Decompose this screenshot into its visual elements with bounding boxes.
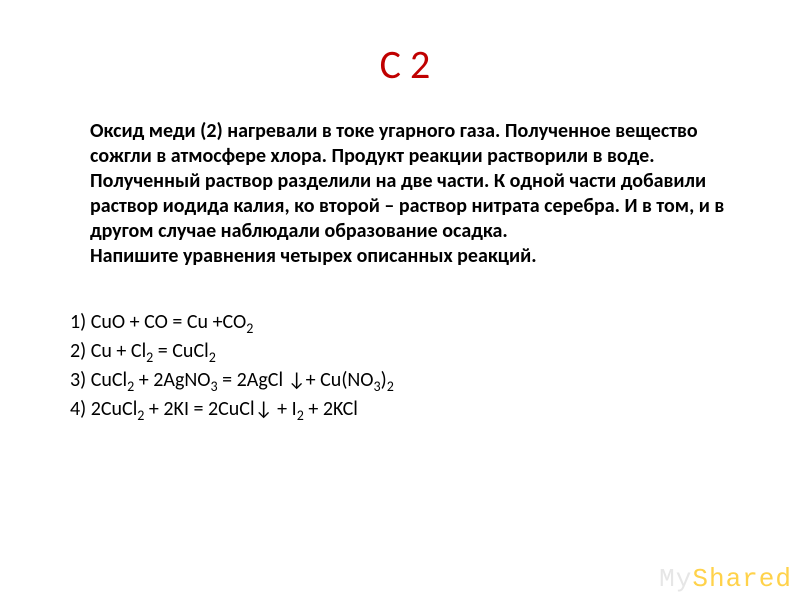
eq2-s2: 2 [209,349,216,366]
eq4-c: + 2KCl [304,397,358,421]
slide-title: С 2 [70,40,740,89]
eq1-text: 1) CuO + CO = Cu +CO [70,310,246,334]
equation-3: 3) CuCl2 + 2AgNO3 = 2AgCl ↓+ Cu(NO3)2 [70,367,740,394]
eq4-s2: 2 [297,407,304,424]
eq3-c: = 2AgCl ↓+ Cu(NO [218,368,374,392]
paragraph-main: Оксид меди (2) нагревали в токе угарного… [90,119,724,243]
problem-statement: Оксид меди (2) нагревали в токе угарного… [70,119,740,269]
eq4-b: + 2KI = 2CuCl↓ + I [144,397,296,421]
eq2-b: = CuCl [153,339,208,363]
eq2-a: 2) Cu + Cl [70,339,146,363]
equation-4: 4) 2CuCl2 + 2KI = 2CuCl↓ + I2 + 2KCl [70,396,740,423]
equation-2: 2) Cu + Cl2 = CuCl2 [70,338,740,365]
watermark-right: Shared [692,564,792,594]
watermark-left: My [659,564,692,594]
eq4-a: 4) 2CuCl [70,397,137,421]
equation-1: 1) CuO + CO = Cu +CO2 [70,309,740,336]
eq3-s3: 3 [374,378,381,395]
eq3-s2: 3 [211,378,218,395]
eq3-b: + 2AgNO [134,368,210,392]
equations-block: 1) CuO + CO = Cu +CO2 2) Cu + Cl2 = CuCl… [70,309,740,423]
eq3-s4: 2 [387,378,394,395]
slide-container: С 2 Оксид меди (2) нагревали в токе угар… [0,0,800,600]
eq1-sub: 2 [246,320,253,337]
watermark: MyShared [659,564,792,594]
eq3-a: 3) CuCl [70,368,127,392]
paragraph-tail: Напишите уравнения четырех описанных реа… [90,244,537,268]
